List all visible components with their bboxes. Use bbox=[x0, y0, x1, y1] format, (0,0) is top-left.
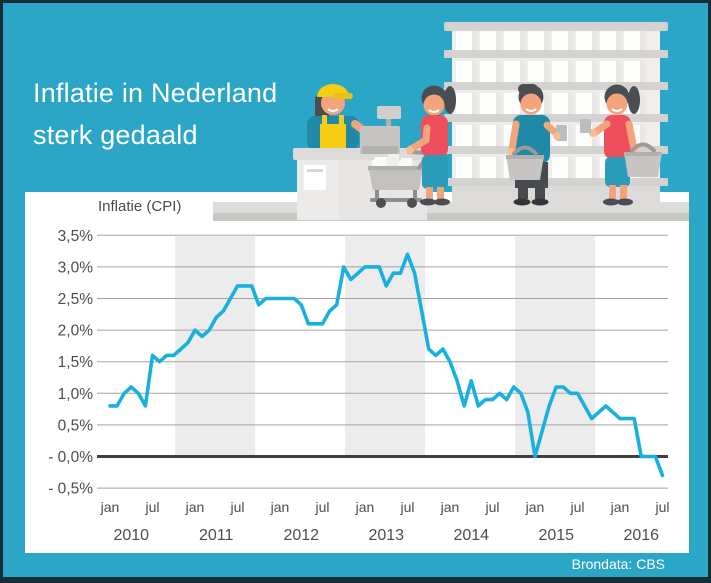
svg-text:jan: jan bbox=[185, 499, 205, 515]
customer-woman-with-cart bbox=[406, 85, 456, 206]
svg-text:3,0%: 3,0% bbox=[58, 259, 94, 276]
chart-card: 3,5% 3,0% 2,5% 2,0% 1,5% 1,0% 0,5% - 0,0% - 0,5%… bbox=[25, 192, 689, 553]
svg-text:jul: jul bbox=[314, 499, 329, 515]
y-axis-labels: 3,5% 3,0% 2,5% 2,0% 1,5% 1,0% 0,5% - 0,0% - 0,5% bbox=[48, 228, 93, 498]
supermarket-illustration bbox=[213, 22, 689, 221]
svg-text:0,5%: 0,5% bbox=[58, 417, 94, 434]
svg-text:3,5%: 3,5% bbox=[58, 228, 94, 245]
gridlines bbox=[97, 234, 668, 489]
svg-text:jan: jan bbox=[610, 499, 630, 515]
cash-register bbox=[360, 106, 401, 154]
svg-text:jul: jul bbox=[144, 499, 159, 515]
customer-woman-with-basket bbox=[580, 84, 662, 206]
svg-text:jan: jan bbox=[355, 499, 375, 515]
year-band-2011 bbox=[175, 236, 256, 457]
floor bbox=[213, 202, 689, 221]
svg-text:2013: 2013 bbox=[368, 527, 404, 544]
inflation-line-chart: 3,5% 3,0% 2,5% 2,0% 1,5% 1,0% 0,5% - 0,0% - 0,5%… bbox=[48, 228, 670, 544]
svg-text:jul: jul bbox=[569, 499, 584, 515]
svg-text:2010: 2010 bbox=[113, 527, 149, 544]
svg-text:2012: 2012 bbox=[283, 527, 319, 544]
svg-text:- 0,5%: - 0,5% bbox=[48, 481, 93, 498]
svg-text:2,0%: 2,0% bbox=[58, 323, 94, 340]
svg-text:2016: 2016 bbox=[623, 527, 659, 544]
svg-text:- 0,0%: - 0,0% bbox=[48, 449, 93, 466]
source-credit: Brondata: CBS bbox=[571, 556, 665, 572]
svg-text:2015: 2015 bbox=[538, 527, 574, 544]
customer-man-with-basket bbox=[506, 84, 567, 206]
svg-text:1,0%: 1,0% bbox=[58, 386, 94, 403]
svg-text:2011: 2011 bbox=[199, 527, 234, 544]
title-line-1: Inflatie in Nederland bbox=[33, 78, 278, 108]
x-axis-labels: jan jul 2010 jan jul 2011 jan jul 2012 jan jul 2013… bbox=[100, 499, 670, 544]
svg-text:jul: jul bbox=[484, 499, 499, 515]
svg-text:1,5%: 1,5% bbox=[58, 354, 94, 371]
svg-text:jan: jan bbox=[525, 499, 545, 515]
svg-text:jan: jan bbox=[440, 499, 460, 515]
svg-text:2,5%: 2,5% bbox=[58, 291, 94, 308]
year-bands bbox=[175, 236, 596, 457]
year-band-2015 bbox=[515, 236, 596, 457]
title-line-2: sterk gedaald bbox=[33, 120, 198, 150]
shopping-cart bbox=[368, 150, 433, 208]
inflation-line bbox=[108, 252, 665, 478]
svg-text:jan: jan bbox=[100, 499, 120, 515]
svg-text:jul: jul bbox=[654, 499, 669, 515]
svg-text:jul: jul bbox=[399, 499, 414, 515]
svg-text:jan: jan bbox=[270, 499, 290, 515]
svg-text:jul: jul bbox=[229, 499, 244, 515]
page-title: Inflatie in Nederland sterk gedaald bbox=[33, 72, 277, 156]
chart-legend: Inflatie (CPI) bbox=[98, 198, 182, 215]
svg-text:2014: 2014 bbox=[453, 527, 489, 544]
